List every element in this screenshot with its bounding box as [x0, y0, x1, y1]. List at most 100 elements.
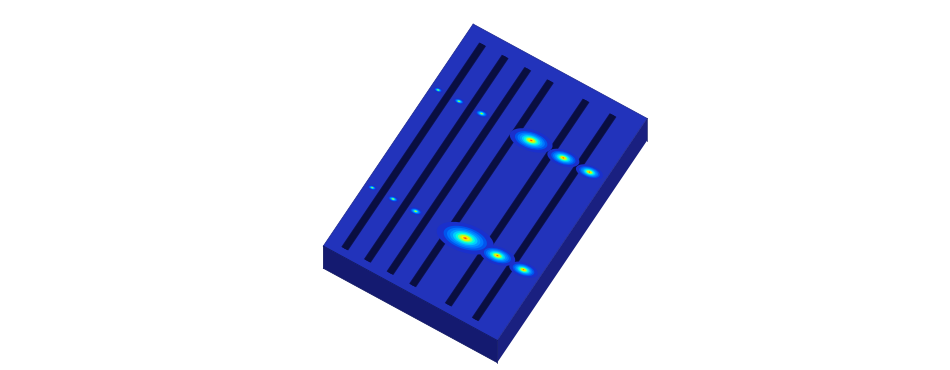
Ellipse shape	[494, 254, 501, 258]
Polygon shape	[472, 114, 613, 319]
Ellipse shape	[486, 249, 509, 262]
Ellipse shape	[462, 236, 469, 240]
Ellipse shape	[391, 198, 395, 200]
Ellipse shape	[576, 164, 603, 180]
Ellipse shape	[522, 269, 525, 271]
Polygon shape	[341, 43, 484, 249]
Ellipse shape	[436, 89, 440, 91]
Ellipse shape	[456, 100, 463, 103]
Ellipse shape	[388, 196, 399, 202]
Ellipse shape	[488, 250, 507, 261]
Ellipse shape	[414, 211, 417, 212]
Ellipse shape	[529, 139, 533, 141]
Ellipse shape	[560, 156, 566, 160]
Ellipse shape	[463, 237, 467, 239]
Ellipse shape	[434, 88, 442, 92]
Ellipse shape	[477, 111, 486, 117]
Ellipse shape	[437, 89, 439, 91]
Ellipse shape	[437, 89, 440, 91]
Ellipse shape	[479, 112, 484, 115]
Polygon shape	[387, 67, 528, 273]
Ellipse shape	[369, 186, 375, 189]
Polygon shape	[364, 55, 506, 261]
Ellipse shape	[370, 186, 375, 189]
Ellipse shape	[553, 152, 574, 164]
Ellipse shape	[460, 235, 470, 241]
Ellipse shape	[580, 167, 598, 177]
Ellipse shape	[371, 187, 372, 188]
Polygon shape	[448, 100, 589, 306]
Ellipse shape	[414, 210, 417, 212]
Ellipse shape	[476, 110, 487, 117]
Ellipse shape	[408, 207, 423, 215]
Ellipse shape	[458, 101, 461, 102]
Ellipse shape	[447, 228, 484, 249]
Ellipse shape	[555, 153, 572, 163]
Ellipse shape	[480, 245, 515, 266]
Ellipse shape	[459, 101, 460, 102]
Ellipse shape	[583, 169, 596, 175]
Ellipse shape	[496, 255, 499, 256]
Ellipse shape	[527, 138, 535, 143]
Ellipse shape	[482, 247, 513, 265]
Ellipse shape	[510, 128, 553, 153]
Ellipse shape	[557, 154, 570, 162]
Ellipse shape	[512, 130, 550, 151]
Ellipse shape	[457, 100, 461, 102]
Polygon shape	[472, 113, 614, 320]
Ellipse shape	[458, 234, 473, 242]
Ellipse shape	[415, 211, 416, 212]
Polygon shape	[342, 43, 483, 249]
Ellipse shape	[518, 266, 530, 273]
Ellipse shape	[370, 187, 373, 189]
Ellipse shape	[474, 110, 488, 118]
Ellipse shape	[450, 229, 481, 247]
Ellipse shape	[444, 226, 487, 250]
Ellipse shape	[493, 253, 502, 258]
Polygon shape	[365, 55, 505, 261]
Ellipse shape	[411, 209, 420, 213]
Ellipse shape	[562, 157, 564, 159]
Ellipse shape	[547, 149, 580, 167]
Ellipse shape	[437, 222, 494, 255]
Ellipse shape	[588, 171, 591, 173]
Ellipse shape	[456, 233, 475, 244]
Ellipse shape	[371, 187, 373, 188]
Ellipse shape	[582, 168, 597, 176]
Ellipse shape	[523, 136, 539, 145]
Ellipse shape	[519, 267, 528, 273]
Polygon shape	[447, 100, 589, 307]
Ellipse shape	[549, 150, 578, 166]
Ellipse shape	[586, 170, 593, 174]
Ellipse shape	[578, 165, 601, 179]
Polygon shape	[388, 67, 528, 273]
Ellipse shape	[478, 111, 485, 116]
Polygon shape	[345, 44, 485, 250]
Ellipse shape	[551, 151, 576, 165]
Ellipse shape	[413, 210, 418, 213]
Polygon shape	[474, 115, 617, 321]
Ellipse shape	[521, 268, 526, 271]
Ellipse shape	[390, 197, 397, 201]
Polygon shape	[409, 79, 551, 286]
Ellipse shape	[435, 88, 442, 92]
Polygon shape	[367, 56, 508, 263]
Ellipse shape	[453, 98, 465, 105]
Ellipse shape	[390, 197, 396, 201]
Ellipse shape	[484, 248, 511, 263]
Ellipse shape	[391, 198, 394, 200]
Ellipse shape	[561, 157, 565, 159]
Ellipse shape	[528, 139, 534, 142]
Ellipse shape	[530, 140, 532, 141]
Ellipse shape	[522, 269, 524, 270]
Ellipse shape	[389, 196, 398, 202]
Polygon shape	[445, 99, 587, 305]
Polygon shape	[368, 57, 508, 262]
Polygon shape	[446, 99, 586, 305]
Ellipse shape	[522, 269, 524, 270]
Ellipse shape	[560, 155, 567, 160]
Ellipse shape	[514, 265, 533, 275]
Ellipse shape	[415, 211, 416, 212]
Ellipse shape	[371, 187, 373, 188]
Ellipse shape	[513, 263, 534, 276]
